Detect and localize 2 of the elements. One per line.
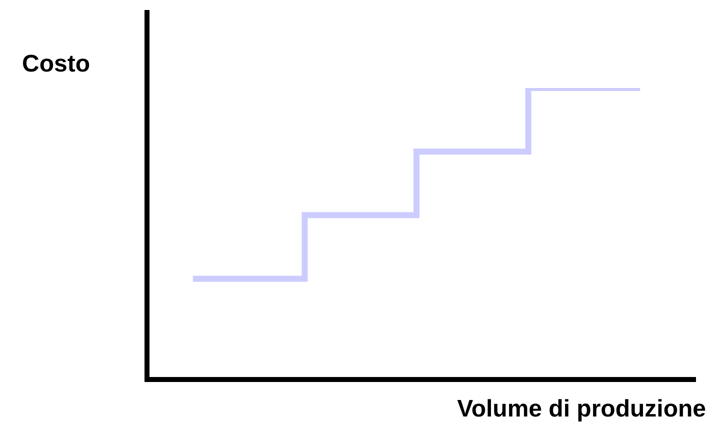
x-axis-title: Volume di produzione <box>457 396 706 423</box>
y-axis-title: Costo <box>22 50 90 78</box>
